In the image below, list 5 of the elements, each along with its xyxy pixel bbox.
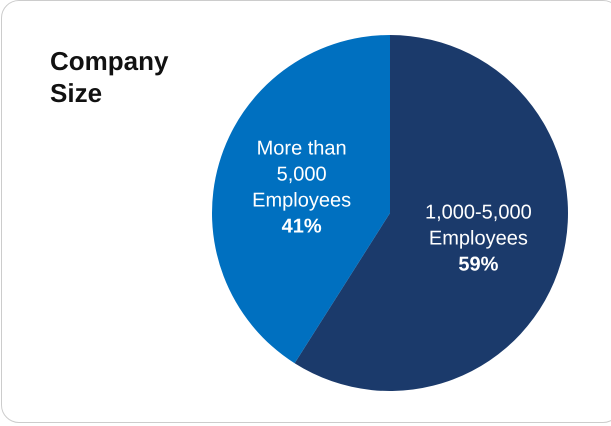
text: Company Size [50, 46, 176, 108]
slice-label: More than 5,000 Employees [252, 137, 352, 212]
slice-label: 1,000-5,000 Employees [424, 202, 532, 250]
data-label: 59% [458, 254, 499, 276]
data-label: 41% [282, 215, 322, 238]
